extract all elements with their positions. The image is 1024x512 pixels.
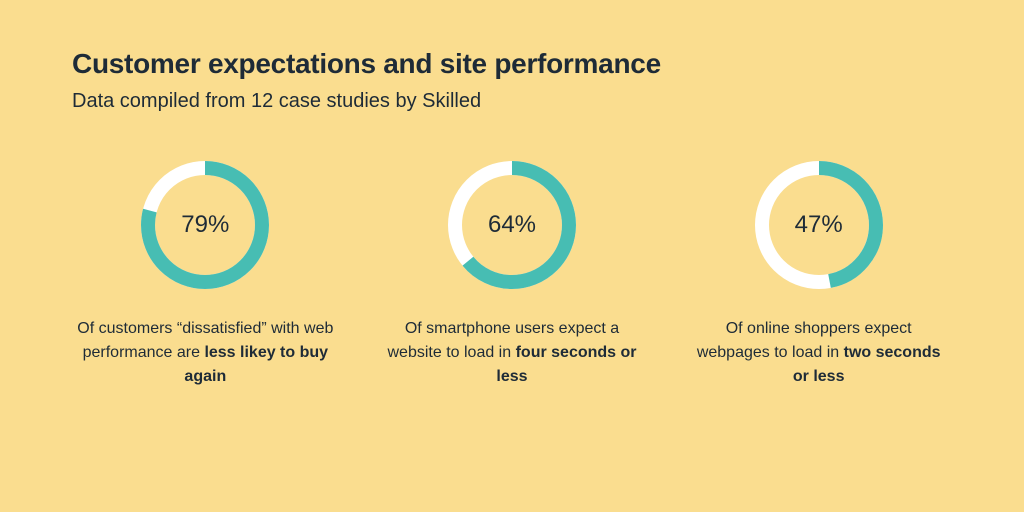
stat-block: 64% Of smartphone users expect a website… bbox=[379, 161, 646, 389]
donut-chart: 79% bbox=[141, 161, 269, 289]
caption-bold: four seconds or less bbox=[496, 344, 636, 385]
stat-caption: Of customers “dissatisfied” with web per… bbox=[75, 317, 335, 389]
donut-value: 79% bbox=[141, 161, 269, 289]
donut-chart: 64% bbox=[448, 161, 576, 289]
page-subtitle: Data compiled from 12 case studies by Sk… bbox=[72, 90, 952, 113]
donut-chart: 47% bbox=[755, 161, 883, 289]
stats-row: 79% Of customers “dissatisfied” with web… bbox=[72, 161, 952, 389]
page-title: Customer expectations and site performan… bbox=[72, 48, 952, 80]
stat-block: 79% Of customers “dissatisfied” with web… bbox=[72, 161, 339, 389]
stat-caption: Of smartphone users expect a website to … bbox=[382, 317, 642, 389]
caption-bold: less likey to buy again bbox=[184, 344, 328, 385]
stat-block: 47% Of online shoppers expect webpages t… bbox=[685, 161, 952, 389]
donut-value: 47% bbox=[755, 161, 883, 289]
stat-caption: Of online shoppers expect webpages to lo… bbox=[689, 317, 949, 389]
infographic-canvas: Customer expectations and site performan… bbox=[0, 0, 1024, 512]
donut-value: 64% bbox=[448, 161, 576, 289]
